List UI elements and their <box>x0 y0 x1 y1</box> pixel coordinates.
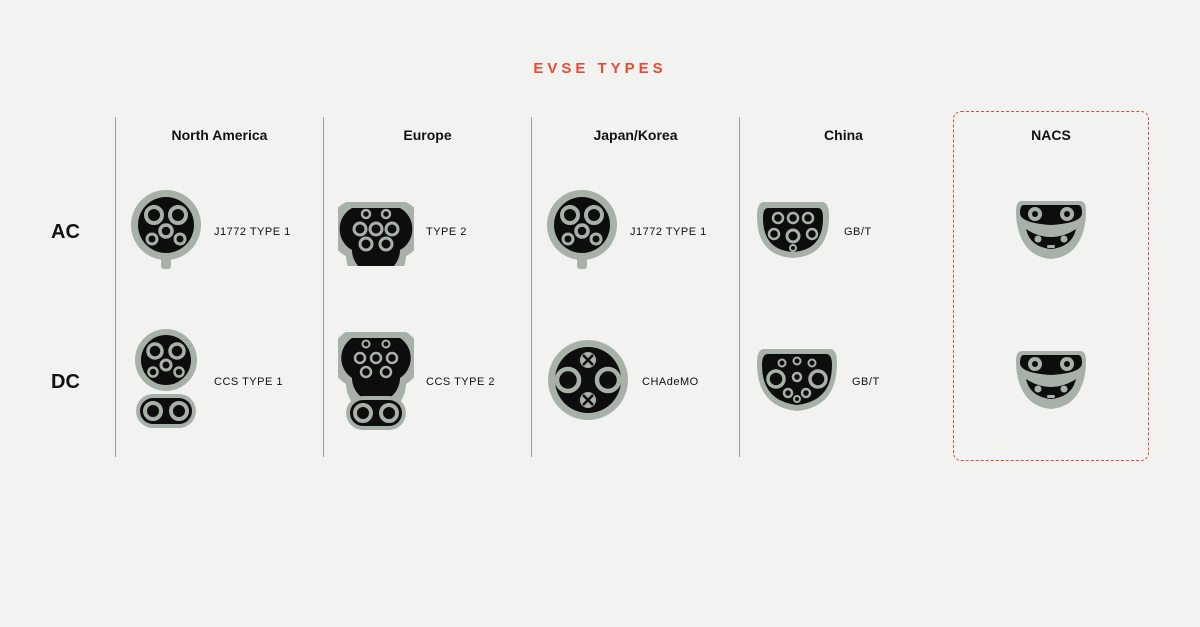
cell-ac-eu: TYPE 2 <box>323 157 531 307</box>
cell-label: CCS TYPE 1 <box>214 376 283 388</box>
cell-dc-na: CCS TYPE 1 <box>115 307 323 457</box>
col-header-cn: China <box>739 117 947 157</box>
row-header-ac: AC <box>45 157 115 307</box>
gbt-ac-connector-icon <box>754 196 832 269</box>
nacs-connector-icon <box>1010 345 1092 420</box>
cell-ac-na: J1772 TYPE 1 <box>115 157 323 307</box>
cell-label: TYPE 2 <box>426 226 467 238</box>
evse-table: North America Europe Japan/Korea China N… <box>45 117 1155 457</box>
cell-label: GB/T <box>844 226 872 238</box>
col-header-nacs: NACS <box>947 117 1155 157</box>
col-header-na: North America <box>115 117 323 157</box>
nacs-connector-icon <box>1010 195 1092 270</box>
cell-label: J1772 TYPE 1 <box>630 226 707 238</box>
j1772-connector-icon <box>130 189 202 276</box>
col-header-jk: Japan/Korea <box>531 117 739 157</box>
row-header-dc: DC <box>45 307 115 457</box>
cell-ac-cn: GB/T <box>739 157 947 307</box>
cell-dc-jk: CHAdeMO <box>531 307 739 457</box>
gbt-dc-connector-icon <box>754 343 840 422</box>
ccs2-connector-icon <box>338 326 414 439</box>
cell-label: J1772 TYPE 1 <box>214 226 291 238</box>
page-title: EVSE TYPES <box>533 60 666 77</box>
cell-label: GB/T <box>852 376 880 388</box>
ccs1-connector-icon <box>130 328 202 437</box>
cell-dc-eu: CCS TYPE 2 <box>323 307 531 457</box>
cell-ac-jk: J1772 TYPE 1 <box>531 157 739 307</box>
j1772-connector-icon <box>546 189 618 276</box>
cell-ac-nacs <box>947 157 1155 307</box>
type2-connector-icon <box>338 194 414 271</box>
cell-dc-cn: GB/T <box>739 307 947 457</box>
col-header-eu: Europe <box>323 117 531 157</box>
cell-label: CHAdeMO <box>642 376 699 388</box>
cell-dc-nacs <box>947 307 1155 457</box>
chademo-connector-icon <box>546 338 630 427</box>
cell-label: CCS TYPE 2 <box>426 376 495 388</box>
